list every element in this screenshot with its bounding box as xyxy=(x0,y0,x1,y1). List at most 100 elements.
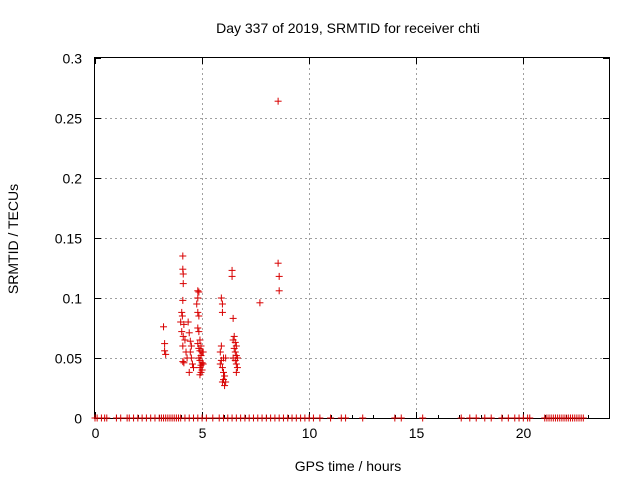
data-point xyxy=(232,360,240,368)
data-point xyxy=(195,328,203,336)
data-point xyxy=(179,358,187,366)
axis-ticks: 0 5 10 15 20 0 0.05 0.1 0.15 0.2 0.25 0.3 xyxy=(55,51,609,441)
data-point xyxy=(221,372,229,380)
y-tick-label: 0 xyxy=(74,411,82,427)
data-point xyxy=(231,356,239,364)
data-point xyxy=(161,347,169,355)
data-point xyxy=(230,332,238,340)
data-point xyxy=(187,354,195,362)
data-point xyxy=(194,324,202,332)
data-point xyxy=(194,294,202,302)
data-point xyxy=(231,348,239,356)
data-point xyxy=(342,414,350,422)
x-tick-label: 20 xyxy=(516,425,532,441)
data-point xyxy=(232,368,240,376)
data-point xyxy=(487,414,495,422)
data-point xyxy=(117,414,125,422)
data-point xyxy=(218,364,226,372)
data-point xyxy=(160,323,168,331)
data-point xyxy=(190,364,198,372)
data-point xyxy=(457,414,465,422)
y-axis-label: SRMTID / TECUs xyxy=(5,184,21,294)
data-point xyxy=(179,280,187,288)
data-point xyxy=(419,414,427,422)
data-point xyxy=(179,342,187,350)
data-point xyxy=(309,414,317,422)
data-point xyxy=(186,337,194,345)
data-point xyxy=(256,299,264,307)
data-point xyxy=(466,414,474,422)
data-point xyxy=(179,252,187,260)
data-point xyxy=(195,312,203,320)
data-point xyxy=(274,97,282,105)
data-point xyxy=(181,336,189,344)
data-point xyxy=(526,414,534,422)
x-tick-label: 10 xyxy=(302,425,318,441)
data-point xyxy=(185,329,193,337)
y-tick-label: 0.2 xyxy=(63,171,83,187)
y-tick-label: 0.15 xyxy=(55,231,82,247)
data-point xyxy=(179,270,187,278)
data-point xyxy=(187,342,195,350)
data-point xyxy=(498,414,506,422)
data-point xyxy=(397,414,405,422)
data-point xyxy=(103,414,111,422)
data-point xyxy=(229,314,237,322)
y-tick-label: 0.3 xyxy=(63,51,83,67)
data-point xyxy=(504,414,512,422)
data-point xyxy=(359,414,367,422)
data-point xyxy=(179,296,187,304)
data-point xyxy=(481,414,489,422)
data-point xyxy=(178,328,186,336)
data-point xyxy=(162,350,170,358)
data-point xyxy=(231,338,239,346)
grid-lines xyxy=(95,58,609,418)
data-point xyxy=(316,414,324,422)
data-point xyxy=(199,360,207,368)
data-point xyxy=(194,287,202,295)
data-point xyxy=(579,414,587,422)
data-point xyxy=(217,356,225,364)
data-point xyxy=(218,300,226,308)
data-point xyxy=(161,340,169,348)
x-axis-label: GPS time / hours xyxy=(295,458,402,474)
data-point xyxy=(230,344,238,352)
data-point xyxy=(275,272,283,280)
data-point xyxy=(185,368,193,376)
data-point xyxy=(209,414,217,422)
data-point xyxy=(233,364,241,372)
y-tick-label: 0.1 xyxy=(63,291,83,307)
data-point xyxy=(274,259,282,267)
data-point xyxy=(217,294,225,302)
data-point xyxy=(195,288,203,296)
plot-frame xyxy=(94,57,610,419)
data-point xyxy=(178,312,186,320)
data-point xyxy=(188,360,196,368)
data-point xyxy=(275,287,283,295)
data-point xyxy=(216,348,224,356)
data-points xyxy=(91,97,587,422)
data-point xyxy=(217,342,225,350)
data-point xyxy=(180,320,188,328)
data-point xyxy=(184,318,192,326)
chart-title: Day 337 of 2019, SRMTID for receiver cht… xyxy=(216,20,480,36)
data-point xyxy=(186,348,194,356)
y-tick-label: 0.25 xyxy=(55,111,82,127)
data-point xyxy=(194,308,202,316)
data-point xyxy=(221,382,229,390)
x-tick-label: 5 xyxy=(199,425,207,441)
data-point xyxy=(327,414,335,422)
x-tick-label: 0 xyxy=(92,425,100,441)
data-point xyxy=(222,354,230,362)
data-point xyxy=(178,308,186,316)
data-point xyxy=(179,332,187,340)
data-point xyxy=(220,368,227,376)
data-point xyxy=(193,300,201,308)
data-point xyxy=(196,371,204,379)
data-point xyxy=(228,272,236,280)
y-tick-label: 0.05 xyxy=(55,351,82,367)
data-point xyxy=(391,414,399,422)
data-point xyxy=(180,359,188,367)
data-point xyxy=(202,414,210,422)
